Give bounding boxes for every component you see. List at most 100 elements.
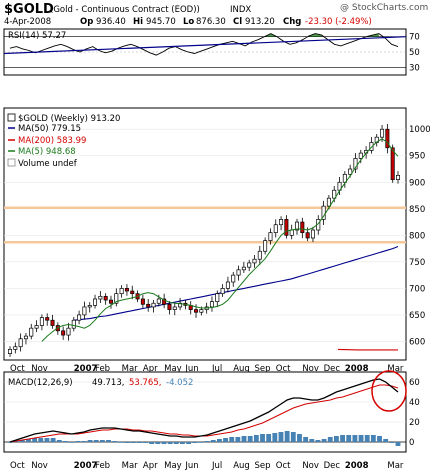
candle-body <box>114 293 119 304</box>
macd-x-tick-label: Sep <box>254 461 270 471</box>
rsi-panel: 30 50 70 RSI(14) 57.27 <box>3 28 420 76</box>
macd-x-tick-label: Nov <box>31 461 48 471</box>
candle-body <box>390 147 395 180</box>
change-label: Chg <box>283 17 301 27</box>
candle-body <box>332 189 337 199</box>
candle-body <box>310 229 315 239</box>
macd-panel: 0 20 40 60 MACD(12,26,9) 49.713, 53.765, -4… <box>3 370 420 471</box>
price-x-tick-label: Jul <box>211 364 222 374</box>
candle-body <box>77 314 82 321</box>
candle-body <box>98 295 103 300</box>
candle-body <box>342 173 347 183</box>
candle-body <box>162 298 167 305</box>
macd-histogram-bar <box>99 440 105 442</box>
candle-body <box>156 298 161 304</box>
macd-x-tick-label: Mar <box>387 461 404 471</box>
candle-body <box>18 338 23 348</box>
candle-body <box>34 325 39 329</box>
rsi-title: RSI(14) 57.27 <box>8 31 66 41</box>
macd-histogram-bar <box>149 442 155 444</box>
macd-line <box>9 378 399 443</box>
price-horizontal-lines <box>4 206 406 244</box>
candle-body <box>146 303 151 308</box>
macd-histogram-bar <box>87 440 93 442</box>
price-x-tick-label: 2008 <box>345 364 369 374</box>
macd-histogram-bar <box>180 442 185 444</box>
rsi-tick-label: 50 <box>409 48 420 58</box>
macd-histogram-bar <box>130 442 136 443</box>
macd-x-tick-label: 2008 <box>345 461 369 471</box>
macd-title-hist: -4.052 <box>166 378 193 388</box>
candle-body <box>140 298 145 305</box>
macd-histogram-bar <box>303 437 309 442</box>
candle-body <box>71 319 76 329</box>
macd-axis: 0 20 40 60 <box>409 378 420 448</box>
price-x-tick-label: Jun <box>184 364 198 374</box>
macd-histogram-bar <box>327 437 333 442</box>
macd-histogram-bar <box>204 441 210 442</box>
close-value: 913.20 <box>245 17 275 27</box>
candle-body <box>284 219 289 236</box>
description: (Gold - Continuous Contract (EOD)) <box>50 5 200 15</box>
candle-body <box>300 221 305 234</box>
candle-body <box>209 301 214 308</box>
candle-body <box>289 229 294 236</box>
candle-body <box>172 306 177 310</box>
macd-histogram-bar <box>352 435 358 442</box>
macd-histogram-bar <box>155 442 161 444</box>
candle-body <box>257 250 262 260</box>
macd-tick-label: 40 <box>409 398 420 408</box>
macd-histogram-bar <box>63 441 68 442</box>
candle-body <box>61 330 66 336</box>
candle-body <box>236 269 241 276</box>
price-tick-label: 750 <box>409 258 425 268</box>
legend-volume: Volume undef <box>18 159 78 169</box>
macd-histogram-bar <box>395 442 401 446</box>
candle-body <box>167 303 172 310</box>
rsi-tick-label: 30 <box>409 63 420 73</box>
macd-histogram-bar <box>321 439 327 442</box>
macd-histogram-bar <box>383 439 389 442</box>
price-x-tick-label: Oct <box>276 364 291 374</box>
macd-histogram-bar <box>247 436 253 442</box>
macd-histogram-bar <box>69 442 75 443</box>
candle-body <box>45 317 50 321</box>
macd-histogram-bar <box>93 440 99 442</box>
rsi-overbought-fill <box>264 33 278 37</box>
candle-body <box>103 295 108 301</box>
price-panel-frame <box>3 107 407 361</box>
open-label: Op <box>80 17 93 27</box>
macd-histogram-bar <box>136 442 142 443</box>
candle-body <box>279 219 284 226</box>
macd-histogram-bar <box>389 442 395 443</box>
macd-histogram-bar <box>56 440 62 442</box>
candle-body <box>353 158 358 170</box>
macd-histogram-bar <box>370 435 376 442</box>
macd-histogram-bar <box>75 441 81 442</box>
price-axis: 600 650 700 750 800 850 900 950 1000 <box>409 125 430 347</box>
candles <box>8 123 400 357</box>
candle-body <box>108 299 113 304</box>
candle-body <box>8 349 12 354</box>
price-x-tick-label: Nov <box>31 364 48 374</box>
candle-body <box>119 288 124 295</box>
macd-histogram-bar <box>284 431 290 442</box>
macd-histogram <box>7 431 401 446</box>
candle-body <box>268 232 273 241</box>
price-x-tick-label: May <box>164 364 182 374</box>
macd-histogram-bar <box>112 441 118 442</box>
change-value: -23.30 (-2.49%) <box>305 17 372 27</box>
macd-histogram-bar <box>216 439 222 442</box>
chart-header: $GOLD (Gold - Continuous Contract (EOD))… <box>4 2 428 27</box>
candle-body <box>130 290 135 295</box>
macd-histogram-bar <box>229 437 235 442</box>
candle-body <box>199 309 204 313</box>
macd-tick-label: 0 <box>409 438 414 448</box>
candle-body <box>215 293 220 302</box>
legend-ma5: MA(5) 948.68 <box>18 147 76 157</box>
macd-histogram-bar <box>50 438 56 442</box>
candle-body <box>50 319 55 326</box>
